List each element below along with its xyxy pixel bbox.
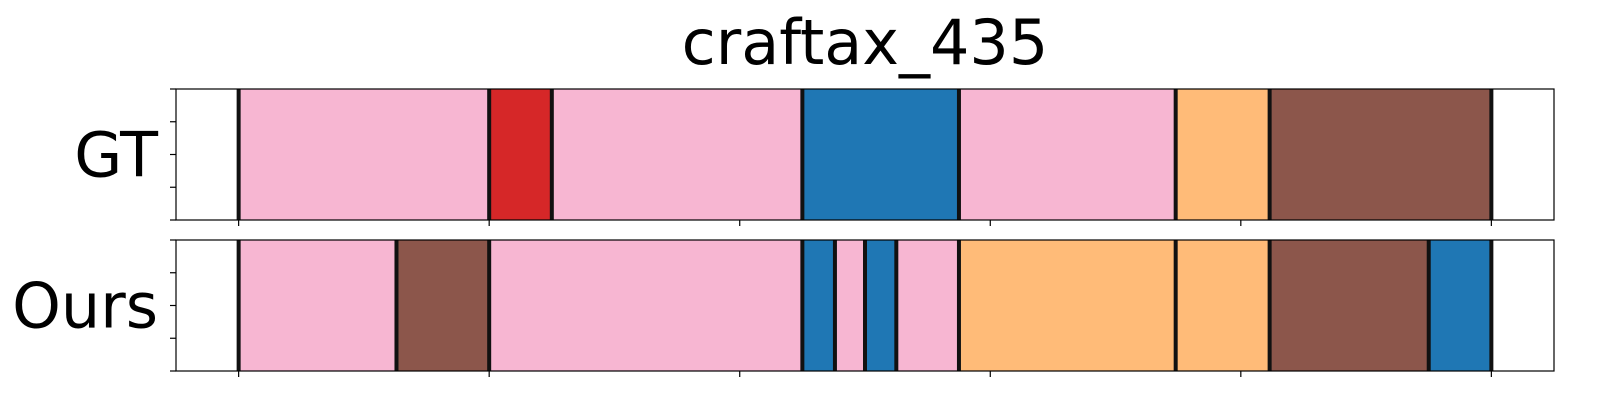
segment-ours-1 [396, 240, 490, 371]
segment-gt-5 [1175, 89, 1270, 220]
segment-gt-0 [238, 89, 490, 220]
segment-gt-1 [489, 89, 552, 220]
segment-gt-4 [958, 89, 1176, 220]
row-gt: GT [74, 88, 1555, 226]
row-ours: Ours [12, 239, 1555, 377]
segment-ours-5 [865, 240, 897, 371]
rows-group: GT Ours [12, 88, 1555, 377]
row-label-ours: Ours [12, 270, 158, 343]
segment-gt-3 [802, 89, 959, 220]
segment-ours-4 [834, 240, 865, 371]
row-label-gt: GT [74, 119, 159, 192]
segment-ours-3 [802, 240, 835, 371]
segment-ours-0 [238, 240, 397, 371]
segment-ours-7 [958, 240, 1176, 371]
chart-title: craftax_435 [682, 6, 1049, 79]
segment-ours-9 [1269, 240, 1429, 371]
segment-ours-2 [489, 240, 803, 371]
segment-ours-8 [1175, 240, 1270, 371]
segment-gt-2 [551, 89, 803, 220]
segment-gt-6 [1269, 89, 1492, 220]
segment-ours-10 [1428, 240, 1492, 371]
segment-ours-6 [896, 240, 959, 371]
